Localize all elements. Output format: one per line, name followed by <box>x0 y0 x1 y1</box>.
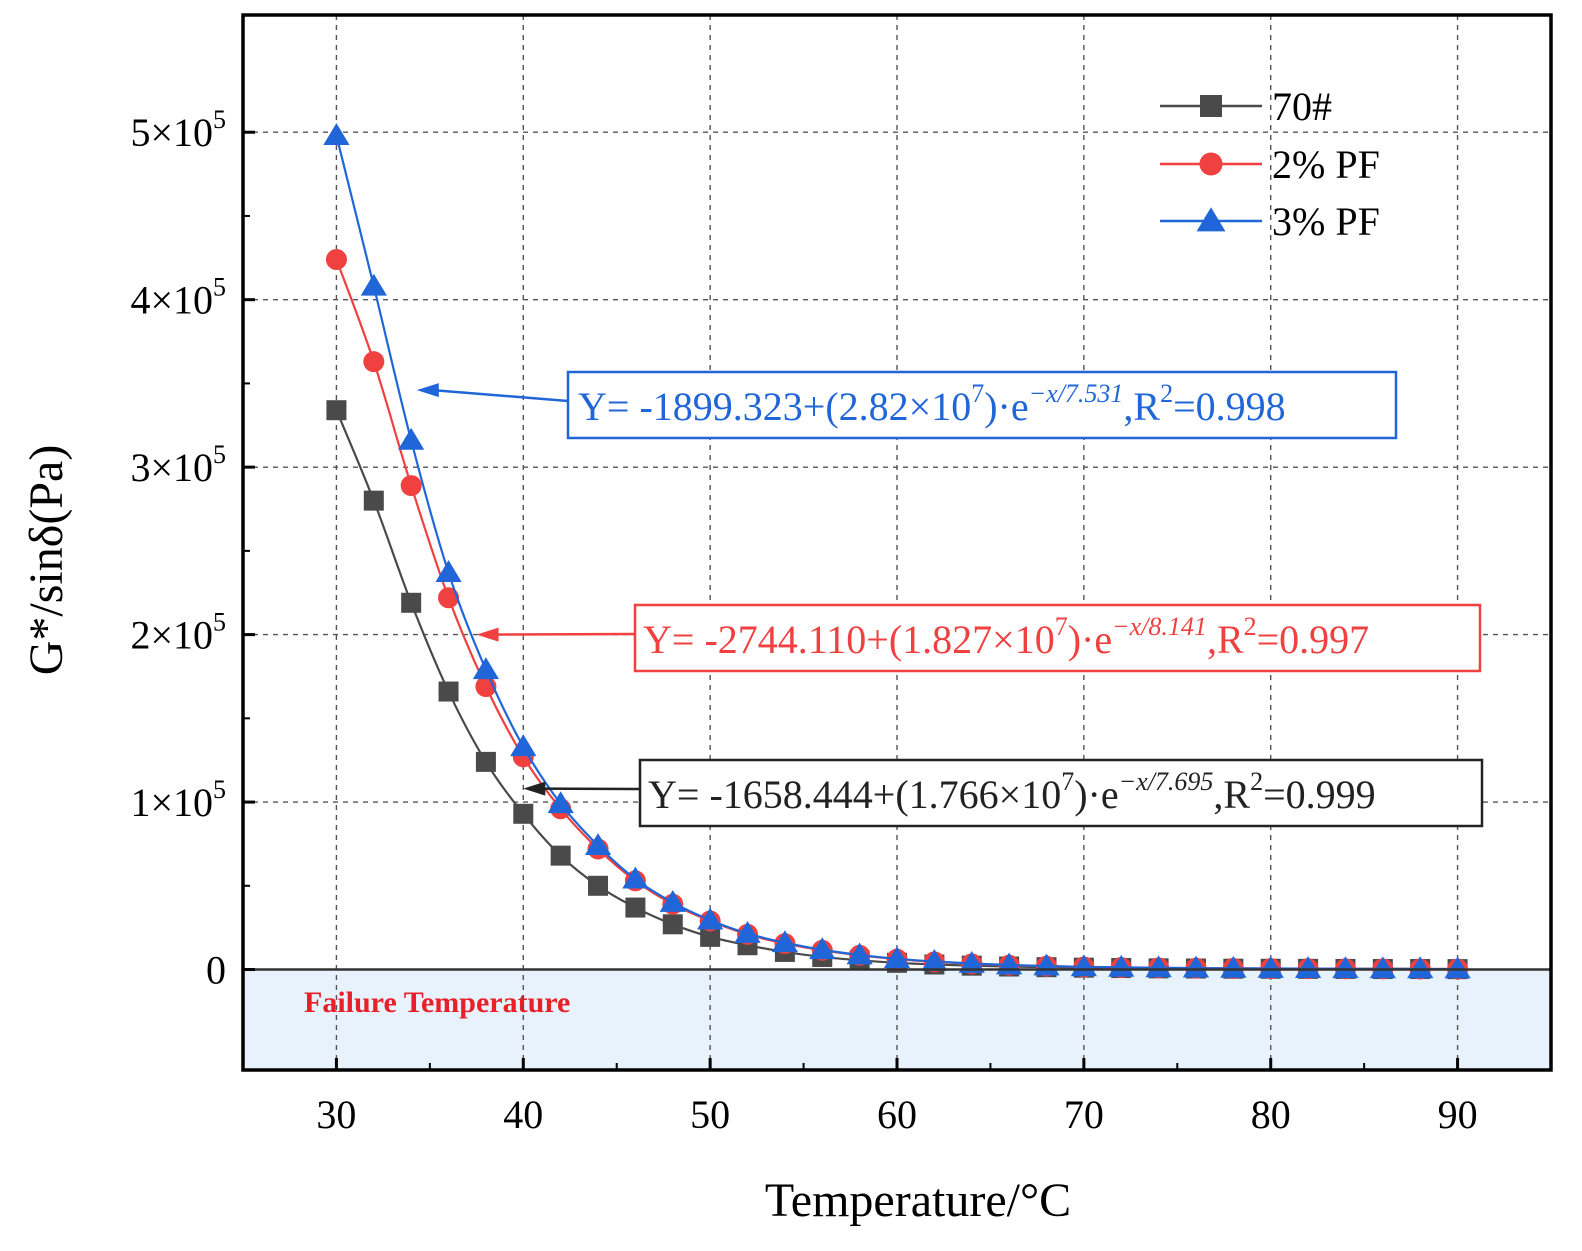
fit-equation: Y= -2744.110+(1.827×107)·e−x/8.141,R2=0.… <box>643 612 1369 662</box>
data-point <box>513 803 534 824</box>
legend-marker <box>1196 207 1226 232</box>
fit-annotation-1: Y= -1899.323+(2.82×107)·e−x/7.531,R2=0.9… <box>416 370 1398 440</box>
x-axis-label: Temperature/°C <box>765 1174 1071 1227</box>
data-point <box>625 897 646 918</box>
fit-arrow <box>432 388 569 403</box>
legend-entry: 3% PF <box>1160 199 1380 244</box>
legend-entry: 70# <box>1160 84 1332 129</box>
y-axis-label: G*/sinδ(Pa) <box>20 445 73 676</box>
data-point <box>659 890 686 912</box>
fit-arrow <box>492 632 636 636</box>
data-point <box>921 948 948 971</box>
arrow-head <box>476 627 499 642</box>
data-point <box>700 926 721 947</box>
data-point <box>510 734 537 757</box>
data-point <box>697 907 724 930</box>
data-point <box>622 866 649 889</box>
fit-box <box>638 758 1484 828</box>
data-point <box>472 657 500 680</box>
data-point <box>438 681 459 702</box>
data-point <box>1294 956 1322 979</box>
data-point <box>475 751 496 772</box>
x-tick-label: 70 <box>1064 1092 1104 1137</box>
legend-entry: 2% PF <box>1160 142 1380 187</box>
y-tick-label: 5×105 <box>130 105 226 155</box>
y-tick-label: 1×105 <box>130 775 226 825</box>
data-point <box>360 273 387 296</box>
data-point <box>1407 956 1434 979</box>
y-tick-label: 3×105 <box>130 440 226 490</box>
fit-equation: Y= -1899.323+(2.82×107)·e−x/7.531,R2=0.9… <box>578 379 1286 429</box>
data-point <box>398 427 425 450</box>
data-point <box>584 833 612 855</box>
fit-annotation-3: Y= -1658.444+(1.766×107)·e−x/7.695,R2=0.… <box>523 758 1484 828</box>
data-point <box>1220 955 1247 978</box>
data-point <box>883 946 911 969</box>
data-point <box>958 950 985 973</box>
data-point <box>363 490 384 511</box>
y-tick-label: 0 <box>206 948 226 993</box>
x-tick-label: 30 <box>316 1092 356 1137</box>
data-point <box>400 475 422 497</box>
data-point <box>1332 956 1359 979</box>
data-point <box>1257 956 1284 978</box>
legend: 70# 2% PF 3% PF <box>1160 84 1380 244</box>
data-point <box>846 942 873 965</box>
data-point <box>401 592 422 613</box>
legend-label: 3% PF <box>1272 199 1380 244</box>
data-point <box>809 937 836 960</box>
data-point <box>662 914 683 935</box>
fit-box <box>633 603 1482 673</box>
data-point <box>588 875 609 896</box>
arrow-head <box>523 781 546 796</box>
data-point <box>438 587 460 609</box>
data-point <box>550 845 571 866</box>
x-tick-label: 80 <box>1251 1092 1291 1137</box>
x-tick-label: 40 <box>503 1092 543 1137</box>
data-point <box>771 930 799 953</box>
legend-marker <box>1199 152 1223 176</box>
legend-label: 2% PF <box>1272 142 1380 187</box>
data-point <box>1108 954 1135 977</box>
data-point <box>325 248 347 270</box>
y-tick-label: 4×105 <box>130 273 226 323</box>
data-point <box>323 123 350 145</box>
data-point <box>1444 956 1471 979</box>
x-tick-label: 60 <box>877 1092 917 1137</box>
data-point <box>734 921 761 943</box>
legend-marker <box>1200 95 1222 117</box>
arrow-head <box>416 383 439 398</box>
fit-annotation-2: Y= -2744.110+(1.827×107)·e−x/8.141,R2=0.… <box>476 603 1482 673</box>
data-point <box>547 791 574 814</box>
data-point <box>1182 955 1210 978</box>
y-tick-label: 2×105 <box>130 608 226 658</box>
legend-label: 70# <box>1272 84 1332 129</box>
failure-temperature-label: Failure Temperature <box>304 986 570 1019</box>
data-point <box>363 351 385 373</box>
data-point <box>1145 955 1172 978</box>
data-point <box>1369 956 1396 979</box>
series-line <box>335 135 1458 971</box>
data-point <box>435 560 462 583</box>
x-tick-label: 50 <box>690 1092 730 1137</box>
fit-equation: Y= -1658.444+(1.766×107)·e−x/7.695,R2=0.… <box>648 767 1376 817</box>
fit-box <box>566 370 1398 440</box>
series-3-pf <box>323 123 1471 979</box>
data-point <box>326 400 347 421</box>
x-tick-label: 90 <box>1438 1092 1478 1137</box>
